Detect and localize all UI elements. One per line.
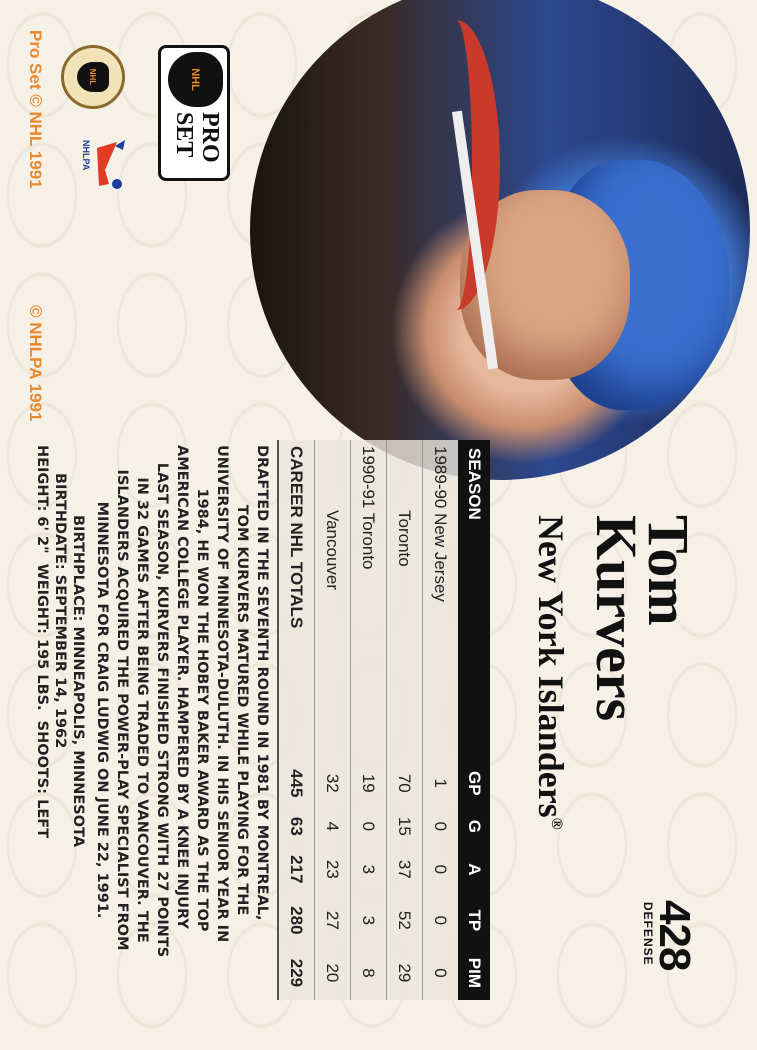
- pim: 29: [386, 945, 423, 1000]
- table-row: 1990-91 Toronto 19 0 3 3 8: [350, 440, 387, 1000]
- col-pim: PIM: [458, 945, 490, 1000]
- a: 0: [422, 843, 458, 895]
- tp: 27: [314, 894, 351, 946]
- season: Toronto: [386, 440, 423, 758]
- pim: 0: [422, 945, 458, 1000]
- bio-line: University of Minnesota-Duluth. In his s…: [214, 445, 230, 943]
- bio-line: Islanders acquired the power-play specia…: [114, 469, 130, 951]
- jersey-collar: [412, 20, 500, 310]
- stats-header: SEASON GP G A TP PIM: [458, 440, 490, 1000]
- bio-line: Drafted in the seventh round in 1981 by …: [254, 445, 270, 921]
- col-a: A: [458, 843, 490, 895]
- proset-logo-text: PRO SET: [171, 112, 223, 163]
- team-name: New York Islanders®: [530, 515, 572, 830]
- tp: 3: [350, 894, 387, 946]
- bio-line: Minnesota for Craig Ludwig on June 22, 1…: [94, 501, 110, 919]
- physical: HEIGHT: 6' 2" WEIGHT: 195 LBS. SHOOTS: L…: [34, 445, 50, 839]
- gp: 19: [350, 757, 387, 809]
- table-row: Toronto 70 15 37 52 29: [386, 440, 423, 1000]
- nhlpa-skater-icon: [97, 140, 125, 189]
- season: CAREER NHL TOTALS: [278, 440, 315, 758]
- gp: 70: [386, 757, 423, 809]
- nhl-seal-text: NHL: [77, 62, 109, 92]
- bio-line: American college player. Hampered by a k…: [174, 445, 190, 929]
- table-row: Vancouver 32 4 23 27 20: [314, 440, 351, 1000]
- gp: 32: [314, 757, 351, 809]
- season: Vancouver: [314, 440, 351, 758]
- a: 37: [386, 843, 423, 895]
- g: 15: [386, 808, 423, 844]
- pim: 8: [350, 945, 387, 1000]
- registered-mark: ®: [548, 817, 565, 830]
- player-last-name: Kurvers: [584, 515, 649, 722]
- bio-text: Drafted in the seventh round in 1981 by …: [92, 445, 272, 975]
- gp: 1: [422, 757, 458, 809]
- proset-logo: NHL PRO SET: [158, 45, 230, 181]
- tp: 280: [278, 894, 315, 946]
- tp: 52: [386, 894, 423, 946]
- bio-line: last season, Kurvers finished strong wit…: [154, 462, 170, 958]
- birthplace: BIRTHPLACE: MINNEAPOLIS, MINNESOTA: [70, 515, 86, 848]
- bio-line: in 32 games after being traded to Vancou…: [134, 477, 150, 943]
- gp: 445: [278, 757, 315, 809]
- pim: 229: [278, 945, 315, 1000]
- col-tp: TP: [458, 894, 490, 946]
- nhl-shield-icon: NHL: [168, 52, 223, 107]
- nhl-seal-icon: NHL: [61, 45, 125, 109]
- player-facts: BIRTHPLACE: MINNEAPOLIS, MINNESOTA BIRTH…: [33, 445, 87, 935]
- bio-line: Tom Kurvers matured while playing for th…: [234, 504, 250, 916]
- nhlpa-copyright: © NHLPA 1991: [26, 305, 45, 422]
- birthdate: BIRTHDATE: SEPTEMBER 14, 1962: [52, 473, 68, 749]
- g: 4: [314, 808, 351, 844]
- tp: 0: [422, 894, 458, 946]
- stats-table: SEASON GP G A TP PIM 1989-90 New Jersey …: [277, 440, 490, 1000]
- bio-line: 1984, he won the Hobey Baker Award as th…: [194, 488, 210, 932]
- a: 3: [350, 843, 387, 895]
- nhlpa-logo: NHLPA: [77, 140, 127, 190]
- card-number: 428: [650, 900, 699, 971]
- col-season: SEASON: [458, 440, 490, 758]
- g: 0: [350, 808, 387, 844]
- team-label: New York Islanders: [531, 515, 571, 818]
- proset-copyright: Pro Set © NHL 1991: [26, 30, 45, 189]
- player-photo: [250, 0, 750, 480]
- position: DEFENSE: [641, 902, 655, 966]
- totals-row: CAREER NHL TOTALS 445 63 217 280 229: [278, 440, 315, 1000]
- col-gp: GP: [458, 757, 490, 809]
- nhlpa-text: NHLPA: [81, 140, 91, 171]
- g: 0: [422, 808, 458, 844]
- a: 23: [314, 843, 351, 895]
- g: 63: [278, 808, 315, 844]
- col-g: G: [458, 808, 490, 844]
- season: 1990-91 Toronto: [350, 440, 387, 758]
- season: 1989-90 New Jersey: [422, 440, 458, 758]
- pim: 20: [314, 945, 351, 1000]
- a: 217: [278, 843, 315, 895]
- table-row: 1989-90 New Jersey 1 0 0 0 0: [422, 440, 458, 1000]
